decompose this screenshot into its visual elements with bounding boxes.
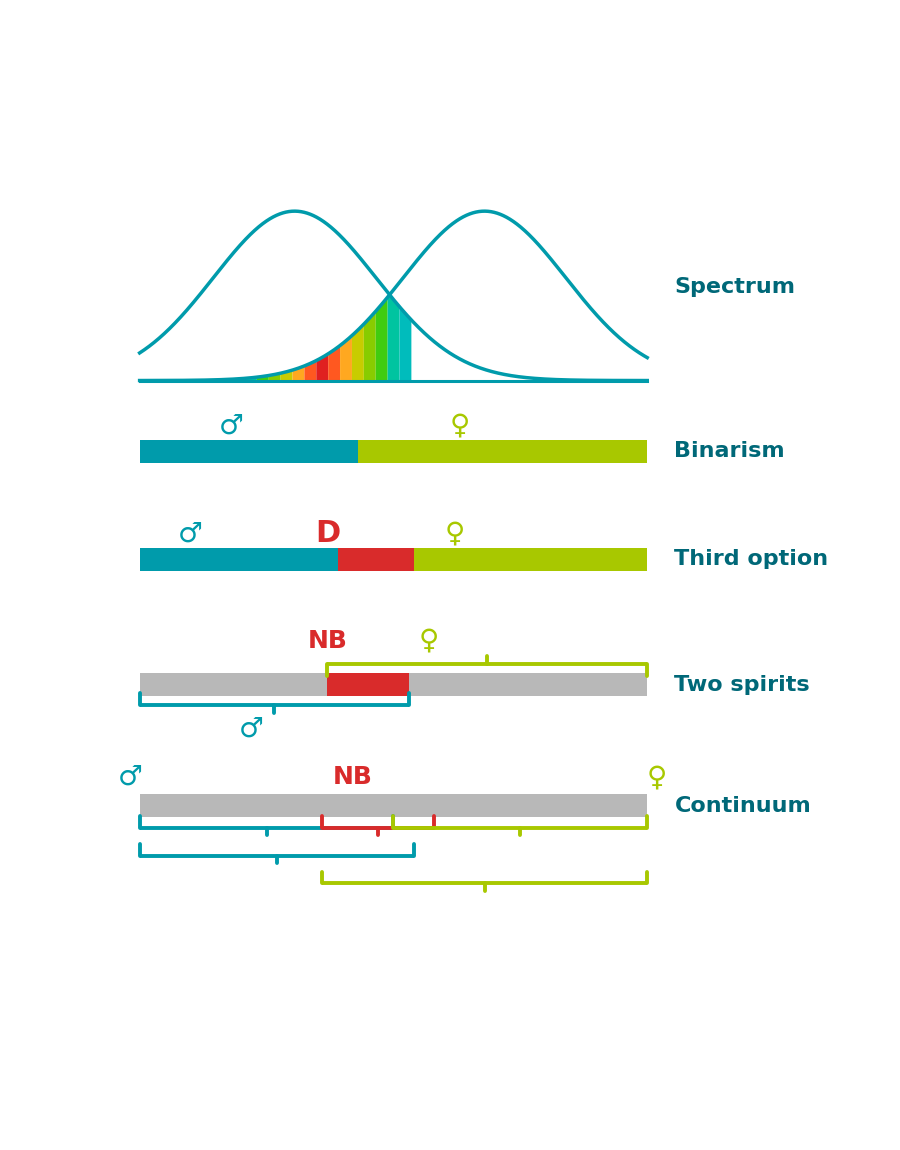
Text: Binarism: Binarism bbox=[674, 442, 785, 461]
Bar bbox=[140, 439, 358, 463]
Bar bbox=[414, 547, 647, 570]
Text: ♀: ♀ bbox=[449, 412, 470, 440]
Text: Two spirits: Two spirits bbox=[674, 675, 810, 695]
Text: ♀: ♀ bbox=[445, 520, 464, 547]
Text: Third option: Third option bbox=[674, 550, 829, 569]
Text: ♂: ♂ bbox=[219, 412, 243, 440]
Text: D: D bbox=[315, 520, 340, 549]
Text: Continuum: Continuum bbox=[674, 796, 811, 815]
Bar bbox=[358, 439, 647, 463]
Text: ♂: ♂ bbox=[238, 714, 264, 743]
Text: ♂: ♂ bbox=[178, 520, 202, 547]
Bar bbox=[140, 673, 328, 696]
Bar bbox=[338, 547, 414, 570]
Text: NB: NB bbox=[308, 629, 347, 653]
Bar bbox=[409, 673, 647, 696]
Text: ♂: ♂ bbox=[118, 764, 143, 791]
Text: ♀: ♀ bbox=[418, 627, 439, 654]
Text: Spectrum: Spectrum bbox=[674, 277, 796, 298]
Text: ♀: ♀ bbox=[646, 764, 667, 791]
Bar bbox=[140, 793, 647, 818]
Bar bbox=[140, 547, 338, 570]
Text: NB: NB bbox=[333, 765, 373, 789]
Bar bbox=[328, 673, 409, 696]
